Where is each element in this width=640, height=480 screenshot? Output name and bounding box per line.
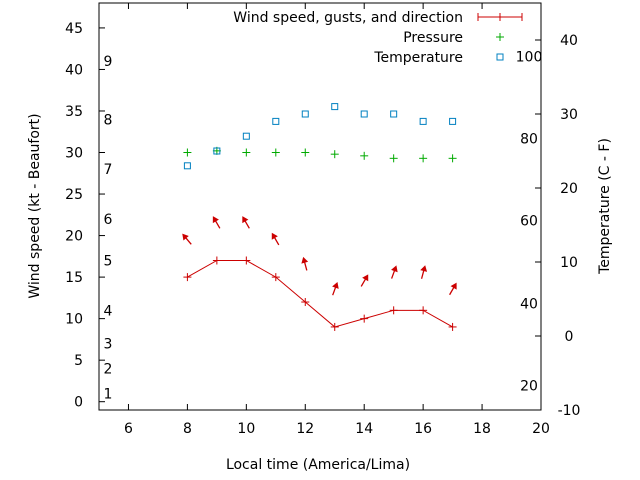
data-point: [389, 154, 398, 163]
fahrenheit-label: 20: [520, 379, 538, 395]
data-point: [301, 110, 309, 118]
data-point: [448, 154, 457, 163]
series-2: [183, 103, 457, 170]
data-point: [271, 148, 280, 157]
data-point: [360, 110, 368, 118]
y-tick-label: 15: [65, 270, 83, 286]
wind-direction-arrow: [242, 216, 250, 229]
legend-label: Pressure: [403, 30, 463, 46]
data-point: [301, 148, 310, 157]
y2-tick-label: 30: [560, 107, 578, 123]
wind-direction-arrow: [332, 282, 339, 296]
data-point: [242, 132, 250, 140]
data-point: [183, 148, 192, 157]
plot-area: [182, 103, 457, 331]
data-point: [272, 117, 280, 125]
x-tick-label: 20: [532, 421, 550, 437]
fahrenheit-label: 60: [520, 214, 538, 230]
data-point: [213, 147, 221, 155]
fahrenheit-scale: 20 40 60 80 100: [516, 49, 543, 394]
x-tick-label: 6: [124, 421, 133, 437]
wind-direction-arrow: [449, 282, 457, 296]
x-tick-label: 18: [473, 421, 491, 437]
data-point: [390, 110, 398, 118]
y-tick-label: 10: [65, 312, 83, 328]
legend-marker: [496, 53, 504, 61]
beaufort-label: 4: [104, 303, 113, 319]
y-tick-label: 30: [65, 146, 83, 162]
y2-axis: -10 0 10 20 30 40: [535, 33, 580, 419]
beaufort-label: 2: [104, 361, 113, 377]
series-line: [187, 259, 453, 328]
y2-tick-label: -10: [558, 403, 581, 419]
wind-direction-arrow: [360, 274, 369, 287]
data-point: [212, 256, 221, 265]
legend-label: Wind speed, gusts, and direction: [233, 10, 463, 26]
data-point: [183, 273, 192, 282]
beaufort-label: 6: [104, 212, 113, 228]
x-tick-label: 10: [237, 421, 255, 437]
y2-tick-label: 10: [560, 255, 578, 271]
x-tick-label: 14: [355, 421, 373, 437]
data-point: [419, 154, 428, 163]
wind-direction-arrow: [182, 233, 192, 245]
data-point: [389, 306, 398, 315]
x-axis-label: Local time (America/Lima): [226, 457, 410, 473]
data-point: [242, 148, 251, 157]
beaufort-scale: 1 2 3 4 5 6 7 8 9: [104, 54, 113, 402]
y2-tick-label: 20: [560, 181, 578, 197]
beaufort-label: 9: [104, 54, 113, 70]
data-point: [183, 162, 191, 170]
series-0: [182, 216, 457, 331]
fahrenheit-label: 80: [520, 131, 538, 147]
y-tick-label: 25: [65, 187, 83, 203]
beaufort-label: 8: [104, 112, 113, 128]
y2-axis-label: Temperature (C - F): [597, 138, 613, 275]
y-tick-label: 0: [74, 395, 83, 411]
data-point: [331, 103, 339, 111]
data-point: [419, 117, 427, 125]
y-tick-label: 35: [65, 104, 83, 120]
x-axis: 6 8 10 12 14 16 18 20: [124, 3, 550, 437]
y-tick-label: 45: [65, 21, 83, 37]
y-tick-label: 5: [74, 353, 83, 369]
y-tick-label: 40: [65, 62, 83, 78]
wind-direction-arrow: [391, 265, 398, 279]
fahrenheit-label: 40: [520, 296, 538, 312]
wind-direction-arrow: [212, 216, 221, 229]
y-axis: 0 5 10 15 20 25 30 35 40 45: [65, 21, 105, 411]
fahrenheit-label: 100: [516, 49, 543, 65]
legend-marker: [496, 13, 504, 21]
wind-direction-arrow: [271, 232, 280, 246]
beaufort-label: 5: [104, 253, 113, 269]
legend: Wind speed, gusts, and direction Pressure…: [233, 10, 523, 66]
y-tick-label: 20: [65, 229, 83, 245]
data-point: [448, 322, 457, 331]
y2-tick-label: 40: [560, 33, 578, 49]
beaufort-label: 7: [104, 162, 113, 178]
x-tick-label: 12: [296, 421, 314, 437]
series-1: [183, 146, 457, 163]
data-point: [360, 314, 369, 323]
data-point: [242, 256, 251, 265]
legend-label: Temperature: [373, 50, 463, 66]
y-axis-label: Wind speed (kt - Beaufort): [27, 113, 43, 298]
y2-tick-label: 0: [565, 329, 574, 345]
x-tick-label: 16: [414, 421, 432, 437]
plot-frame: [98, 2, 542, 411]
data-point: [360, 151, 369, 160]
wind-direction-arrow: [420, 265, 428, 279]
data-point: [419, 306, 428, 315]
data-point: [330, 150, 339, 159]
data-point: [449, 117, 457, 125]
data-point: [301, 298, 310, 307]
x-tick-label: 8: [183, 421, 192, 437]
beaufort-label: 1: [104, 386, 113, 402]
legend-marker: [496, 33, 504, 41]
wind-direction-arrow: [301, 256, 309, 271]
data-point: [271, 273, 280, 282]
beaufort-label: 3: [104, 337, 113, 353]
data-point: [330, 322, 339, 331]
